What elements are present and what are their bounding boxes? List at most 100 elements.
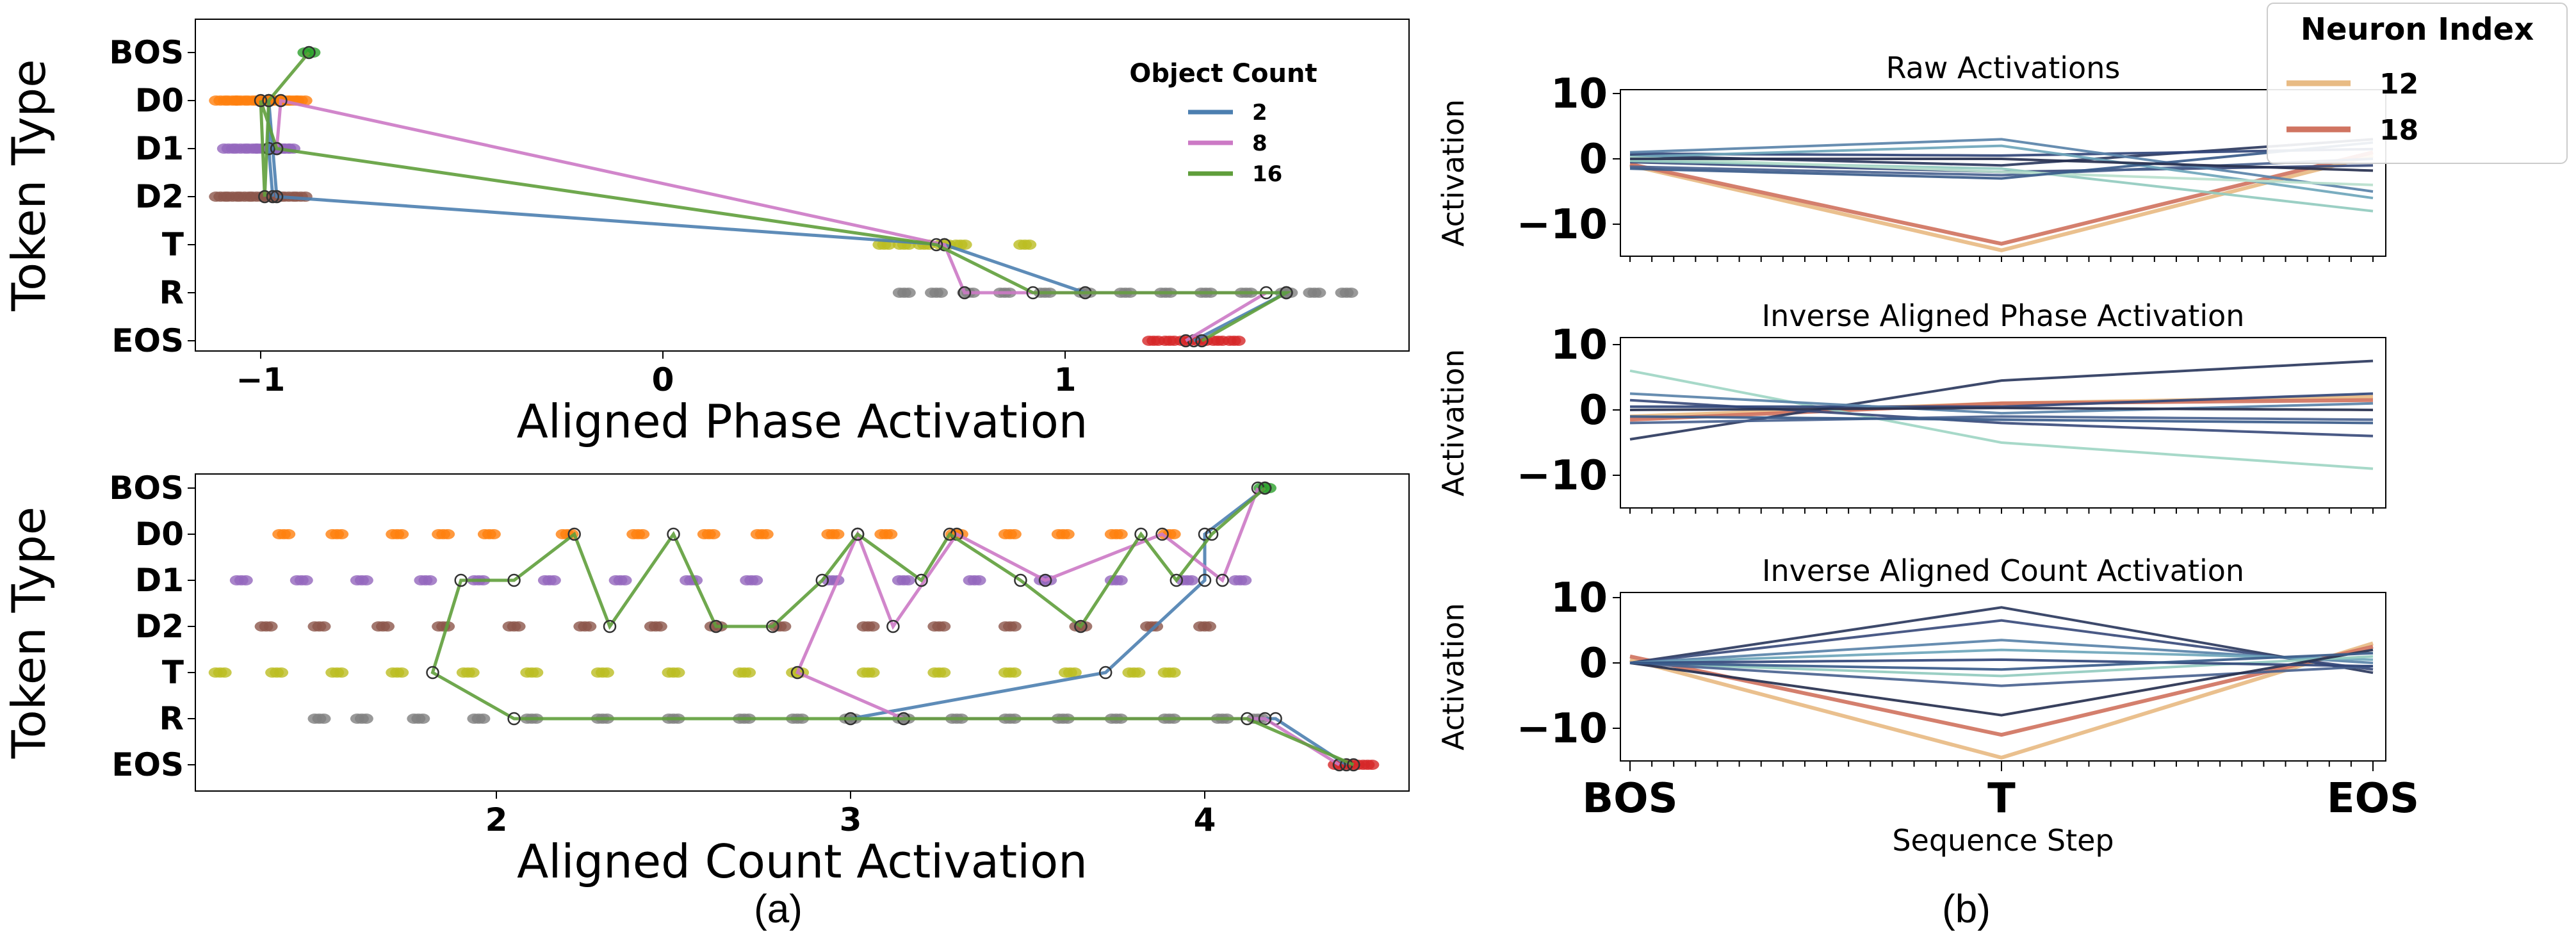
data-point-d1	[359, 575, 373, 585]
data-point-d2	[1007, 621, 1022, 632]
series-marker-16	[766, 619, 779, 633]
series-marker-16	[254, 94, 268, 108]
legend-title: Neuron Index	[2301, 12, 2534, 47]
y-tick-label-d2: D2	[135, 608, 184, 645]
series-marker-16	[1170, 573, 1184, 587]
series-marker-16	[302, 45, 316, 60]
caption-a: (a)	[754, 887, 803, 931]
series-marker-16	[454, 573, 468, 587]
y-axis-label: Activation	[1436, 99, 1471, 247]
data-point-d0	[1166, 529, 1181, 539]
data-point-d0	[334, 529, 349, 539]
series-line-neuron-10	[1629, 651, 2374, 671]
data-point-d0	[395, 529, 409, 539]
x-axis-label: Aligned Phase Activation	[517, 395, 1088, 448]
y-tick-label-bos: BOS	[109, 34, 184, 71]
data-point-r	[1312, 288, 1326, 298]
y-tick-label: 0	[1579, 136, 1608, 183]
series-line-neuron-9	[1629, 658, 2374, 668]
series-marker-8	[790, 665, 804, 680]
y-tick-label: 0	[1579, 387, 1608, 434]
legend-label-16: 16	[1252, 161, 1282, 187]
series-marker-16	[1347, 758, 1360, 772]
series-line-16	[259, 51, 1292, 343]
data-point-d0	[298, 95, 313, 106]
data-point-r	[934, 288, 948, 298]
plot-frame	[1620, 592, 2386, 762]
data-point-d1	[617, 575, 632, 585]
series-marker-16	[1014, 573, 1027, 587]
data-point-d0	[281, 529, 296, 539]
series-line-16	[430, 487, 1355, 767]
data-point-d2	[865, 621, 880, 632]
series-marker-16	[1280, 286, 1293, 300]
data-point-t	[217, 667, 232, 678]
data-point-eos	[1231, 336, 1246, 346]
data-point-d1	[749, 575, 763, 585]
series-line-12	[1629, 153, 2374, 252]
caption-b: (b)	[1942, 887, 1991, 931]
plot-frame	[1620, 337, 2386, 509]
legend-label-12: 12	[2379, 68, 2418, 101]
series-marker-8	[1216, 573, 1229, 587]
series-marker-16	[1195, 334, 1209, 348]
series-marker-16	[929, 238, 943, 252]
series-marker-2	[1198, 573, 1212, 587]
data-point-d2	[263, 621, 278, 632]
series-marker-16	[815, 573, 829, 587]
data-point-t	[1067, 667, 1082, 678]
panel-b-raw: Raw Activations −10 0 10 Activation	[1436, 51, 2386, 262]
legend-label-8: 8	[1252, 131, 1268, 156]
series-line-neuron-9	[1629, 156, 2374, 186]
y-tick-label-t: T	[162, 226, 184, 263]
series-marker-16	[667, 527, 680, 541]
series-marker-8	[1038, 573, 1052, 587]
series-line-18	[1629, 398, 2374, 422]
series-marker-8	[1155, 527, 1169, 541]
data-point-d1	[1184, 575, 1199, 585]
legend-box	[2267, 3, 2568, 164]
series-marker-8	[958, 286, 972, 300]
data-point-t	[1131, 667, 1146, 678]
plot-frame	[195, 19, 1410, 352]
panel-title: Inverse Aligned Count Activation	[1762, 553, 2244, 588]
legend-label-2: 2	[1252, 100, 1268, 126]
x-tick-label: 4	[1194, 801, 1216, 838]
data-point-d2	[653, 621, 667, 632]
data-point-r	[1284, 288, 1298, 298]
series-line-2	[850, 487, 1348, 767]
series-marker-16	[507, 573, 521, 587]
panel-title: Inverse Aligned Phase Activation	[1762, 298, 2245, 333]
plot-frame	[1620, 89, 2386, 257]
data-point-t	[465, 667, 480, 678]
y-tick-label-d1: D1	[135, 562, 184, 599]
series-line-8	[275, 98, 1273, 343]
series-line-neuron-6	[1629, 138, 2374, 193]
x-axis-label: Sequence Step	[1892, 823, 2114, 858]
data-point-d1	[423, 575, 437, 585]
series-line-neuron-8	[1629, 406, 2374, 411]
series-marker-16	[262, 94, 275, 108]
series-marker-16	[1134, 527, 1148, 541]
data-point-d0	[441, 529, 455, 539]
y-tick-label: 10	[1551, 70, 1608, 118]
x-tick-label: BOS	[1582, 775, 1677, 822]
x-tick-label: 3	[840, 801, 862, 838]
panel-b-count: Inverse Aligned Count Activation −10 0 10 Ac…	[1436, 553, 2419, 858]
data-point-r	[1344, 288, 1358, 298]
data-point-t	[936, 667, 951, 678]
data-point-t	[599, 667, 614, 678]
legend-label-18: 18	[2379, 114, 2418, 147]
series-marker-16	[1258, 481, 1272, 495]
y-tick-label: −10	[1516, 705, 1608, 753]
data-point-t	[395, 667, 409, 678]
data-point-t	[742, 667, 756, 678]
y-tick-label: 0	[1579, 640, 1608, 687]
data-point-d1	[238, 575, 253, 585]
series-line-neuron-10	[1629, 141, 2374, 180]
y-tick-label: −10	[1516, 201, 1608, 249]
data-point-d1	[546, 575, 561, 585]
series-line-neuron-9	[1629, 415, 2374, 425]
data-point-d0	[1060, 529, 1075, 539]
